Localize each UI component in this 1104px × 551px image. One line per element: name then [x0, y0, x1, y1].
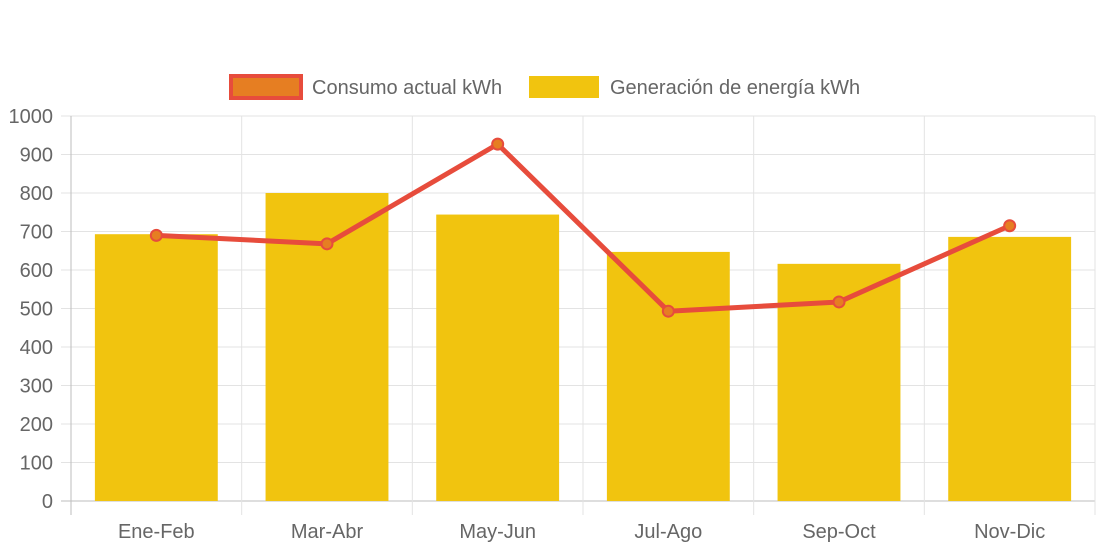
x-tick-label: Mar-Abr — [291, 521, 364, 543]
point-consumo — [491, 137, 505, 151]
x-tick-label: Nov-Dic — [974, 521, 1045, 543]
y-tick-label: 700 — [20, 222, 53, 244]
bar-generacion — [94, 234, 218, 501]
x-tick-label: Jul-Ago — [634, 521, 702, 543]
legend-swatch-consumo — [229, 74, 303, 100]
y-tick-label: 600 — [20, 260, 53, 282]
grid — [61, 115, 1096, 515]
point-consumo — [1003, 219, 1017, 233]
point-consumo — [149, 228, 163, 242]
y-tick-label: 0 — [42, 491, 53, 513]
y-tick-label: 800 — [20, 183, 53, 205]
point-consumo — [832, 295, 846, 309]
line-series — [149, 137, 1017, 318]
legend-swatch-generacion — [529, 76, 599, 98]
axes: 0 100 200 300 400 500 600 700 800 900 1000 Ene-Feb M… — [9, 106, 1046, 543]
x-tick-label: Sep-Oct — [802, 521, 876, 543]
bar-generacion — [606, 251, 730, 501]
y-tick-label: 1000 — [9, 106, 54, 128]
y-tick-label: 100 — [20, 453, 53, 475]
y-tick-label: 200 — [20, 414, 53, 436]
y-tick-label: 500 — [20, 299, 53, 321]
point-consumo — [320, 237, 334, 251]
legend: Consumo actual kWh Generación de energía… — [229, 74, 860, 100]
bar-generacion — [948, 236, 1072, 501]
y-tick-label: 400 — [20, 337, 53, 359]
point-consumo — [661, 304, 675, 318]
x-tick-label: May-Jun — [459, 521, 536, 543]
legend-item-consumo[interactable]: Consumo actual kWh — [229, 74, 502, 100]
legend-label-generacion: Generación de energía kWh — [610, 77, 860, 99]
line-consumo — [156, 141, 1011, 314]
legend-item-generacion[interactable]: Generación de energía kWh — [529, 76, 860, 99]
bar-generacion — [436, 214, 560, 501]
legend-label-consumo: Consumo actual kWh — [312, 77, 502, 99]
x-tick-label: Ene-Feb — [118, 521, 195, 543]
y-tick-label: 300 — [20, 376, 53, 398]
y-tick-label: 900 — [20, 145, 53, 167]
